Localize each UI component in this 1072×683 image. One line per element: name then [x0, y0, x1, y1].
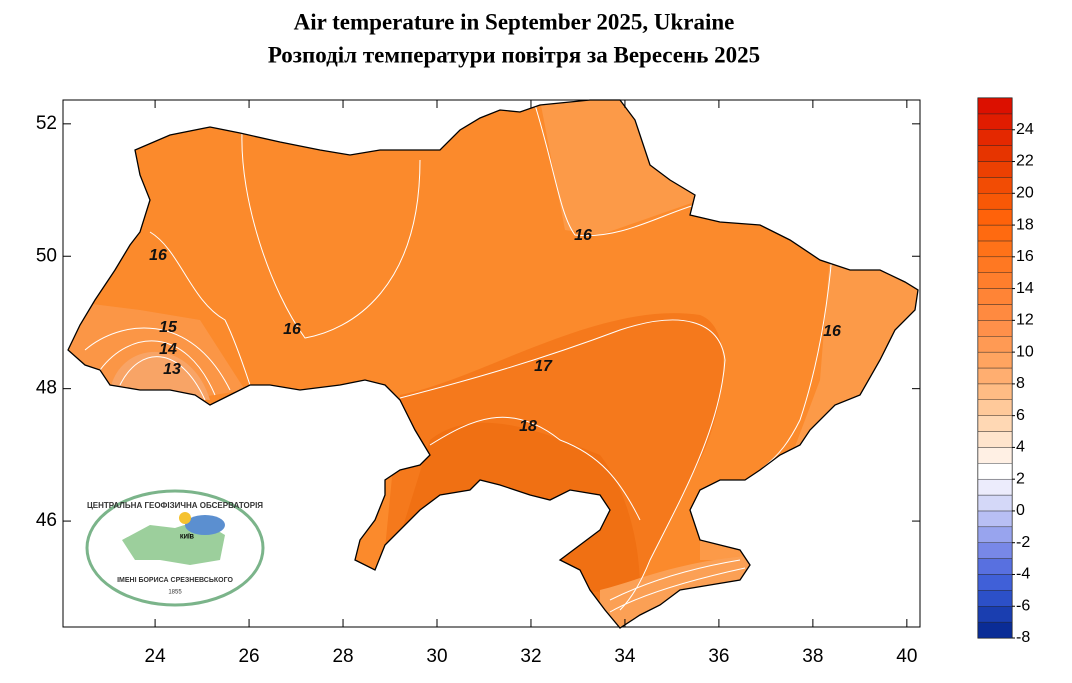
logo-year: 1855 [168, 590, 182, 596]
color-band [977, 478, 1013, 496]
colorbar-tick-label: 20 [1016, 185, 1034, 202]
logo-bottom: ІМЕНІ БОРИСА СРЕЗНЕВСЬКОГО [117, 577, 233, 584]
color-band [977, 463, 1013, 480]
x-tick-label: 24 [145, 646, 167, 667]
contour-label: 16 [149, 247, 167, 264]
logo: ЦЕНТРАЛЬНА ГЕОФІЗИЧНА ОБСЕРВАТОРІЯ КИЇВ … [85, 489, 265, 607]
y-tick-label: 46 [36, 510, 57, 531]
color-band [977, 288, 1013, 305]
x-tick-label: 30 [426, 646, 447, 667]
color-band [977, 145, 1013, 162]
colorbar-tick-label: -4 [1016, 566, 1030, 583]
y-tick-label: 48 [36, 378, 57, 399]
x-tick-label: 26 [238, 646, 259, 667]
logo-cloud [185, 515, 225, 535]
colorbar-tick-label: -6 [1016, 597, 1030, 614]
contour-label: 14 [159, 341, 177, 358]
color-band [977, 256, 1013, 273]
x-tick-label: 28 [332, 646, 353, 667]
color-band [977, 351, 1013, 369]
color-band [977, 558, 1013, 575]
color-band [977, 129, 1013, 146]
colorbar-tick-label: 4 [1016, 439, 1025, 456]
color-band [977, 510, 1013, 528]
contour-label: 16 [283, 321, 301, 338]
logo-top: ЦЕНТРАЛЬНА ГЕОФІЗИЧНА ОБСЕРВАТОРІЯ [87, 501, 263, 510]
colorbar-tick-label: 6 [1016, 407, 1025, 424]
colorbar-tick-label: 2 [1016, 470, 1025, 487]
x-tick-label: 40 [896, 646, 917, 667]
colorbar-tick-label: 14 [1016, 280, 1034, 297]
colorbar-tick-label: -2 [1016, 534, 1030, 551]
logo-city: КИЇВ [180, 534, 195, 541]
colorbar-tick-label: 22 [1016, 153, 1034, 170]
contour-label: 16 [823, 323, 841, 340]
x-tick-label: 34 [614, 646, 636, 667]
color-band [977, 447, 1013, 464]
color-band [977, 621, 1013, 639]
y-tick-label: 50 [36, 245, 57, 266]
colorbar-tick-label: -8 [1016, 629, 1030, 646]
color-band [977, 415, 1013, 432]
colorbar-tick-label: 10 [1016, 343, 1034, 360]
y-tick-label: 52 [36, 113, 57, 134]
color-band [977, 367, 1013, 385]
color-band [977, 97, 1013, 115]
color-band [977, 606, 1013, 623]
contour-label: 13 [163, 361, 181, 378]
color-band [977, 177, 1013, 194]
colorbar-tick-label: 18 [1016, 216, 1034, 233]
color-band [977, 590, 1013, 607]
color-band [977, 399, 1013, 416]
color-band [977, 113, 1013, 130]
color-band [977, 383, 1013, 400]
color-band [977, 193, 1013, 210]
color-band [977, 161, 1013, 178]
color-band [977, 494, 1013, 512]
color-band [977, 224, 1013, 242]
color-band [977, 320, 1013, 337]
title: Air temperature in September 2025, Ukrai… [294, 9, 735, 34]
x-tick-label: 36 [708, 646, 729, 667]
contour-label: 17 [534, 358, 553, 375]
contour-label: 16 [574, 227, 592, 244]
color-band [977, 304, 1013, 321]
isolines [84, 104, 833, 613]
colorbar-tick-label: 0 [1016, 502, 1025, 519]
color-band [977, 272, 1013, 289]
color-band [977, 336, 1013, 353]
border [67, 99, 919, 629]
colorbar-tick-label: 24 [1016, 121, 1034, 138]
colorbar-tick-label: 8 [1016, 375, 1025, 392]
colorbar-tick-label: 12 [1016, 312, 1034, 329]
color-band [977, 574, 1013, 591]
x-tick-label: 38 [802, 646, 823, 667]
colorbar-tick-label: 16 [1016, 248, 1034, 265]
color-band [977, 526, 1013, 543]
x-tick-label: 32 [520, 646, 541, 667]
contour-label: 18 [519, 418, 537, 435]
color-band [977, 431, 1013, 448]
contour-label: 15 [159, 319, 178, 336]
subtitle: Розподіл температури повітря за Вересень… [268, 42, 760, 67]
color-band [977, 240, 1013, 258]
color-band [977, 208, 1013, 226]
color-band [977, 542, 1013, 559]
logo-sun [179, 512, 191, 524]
